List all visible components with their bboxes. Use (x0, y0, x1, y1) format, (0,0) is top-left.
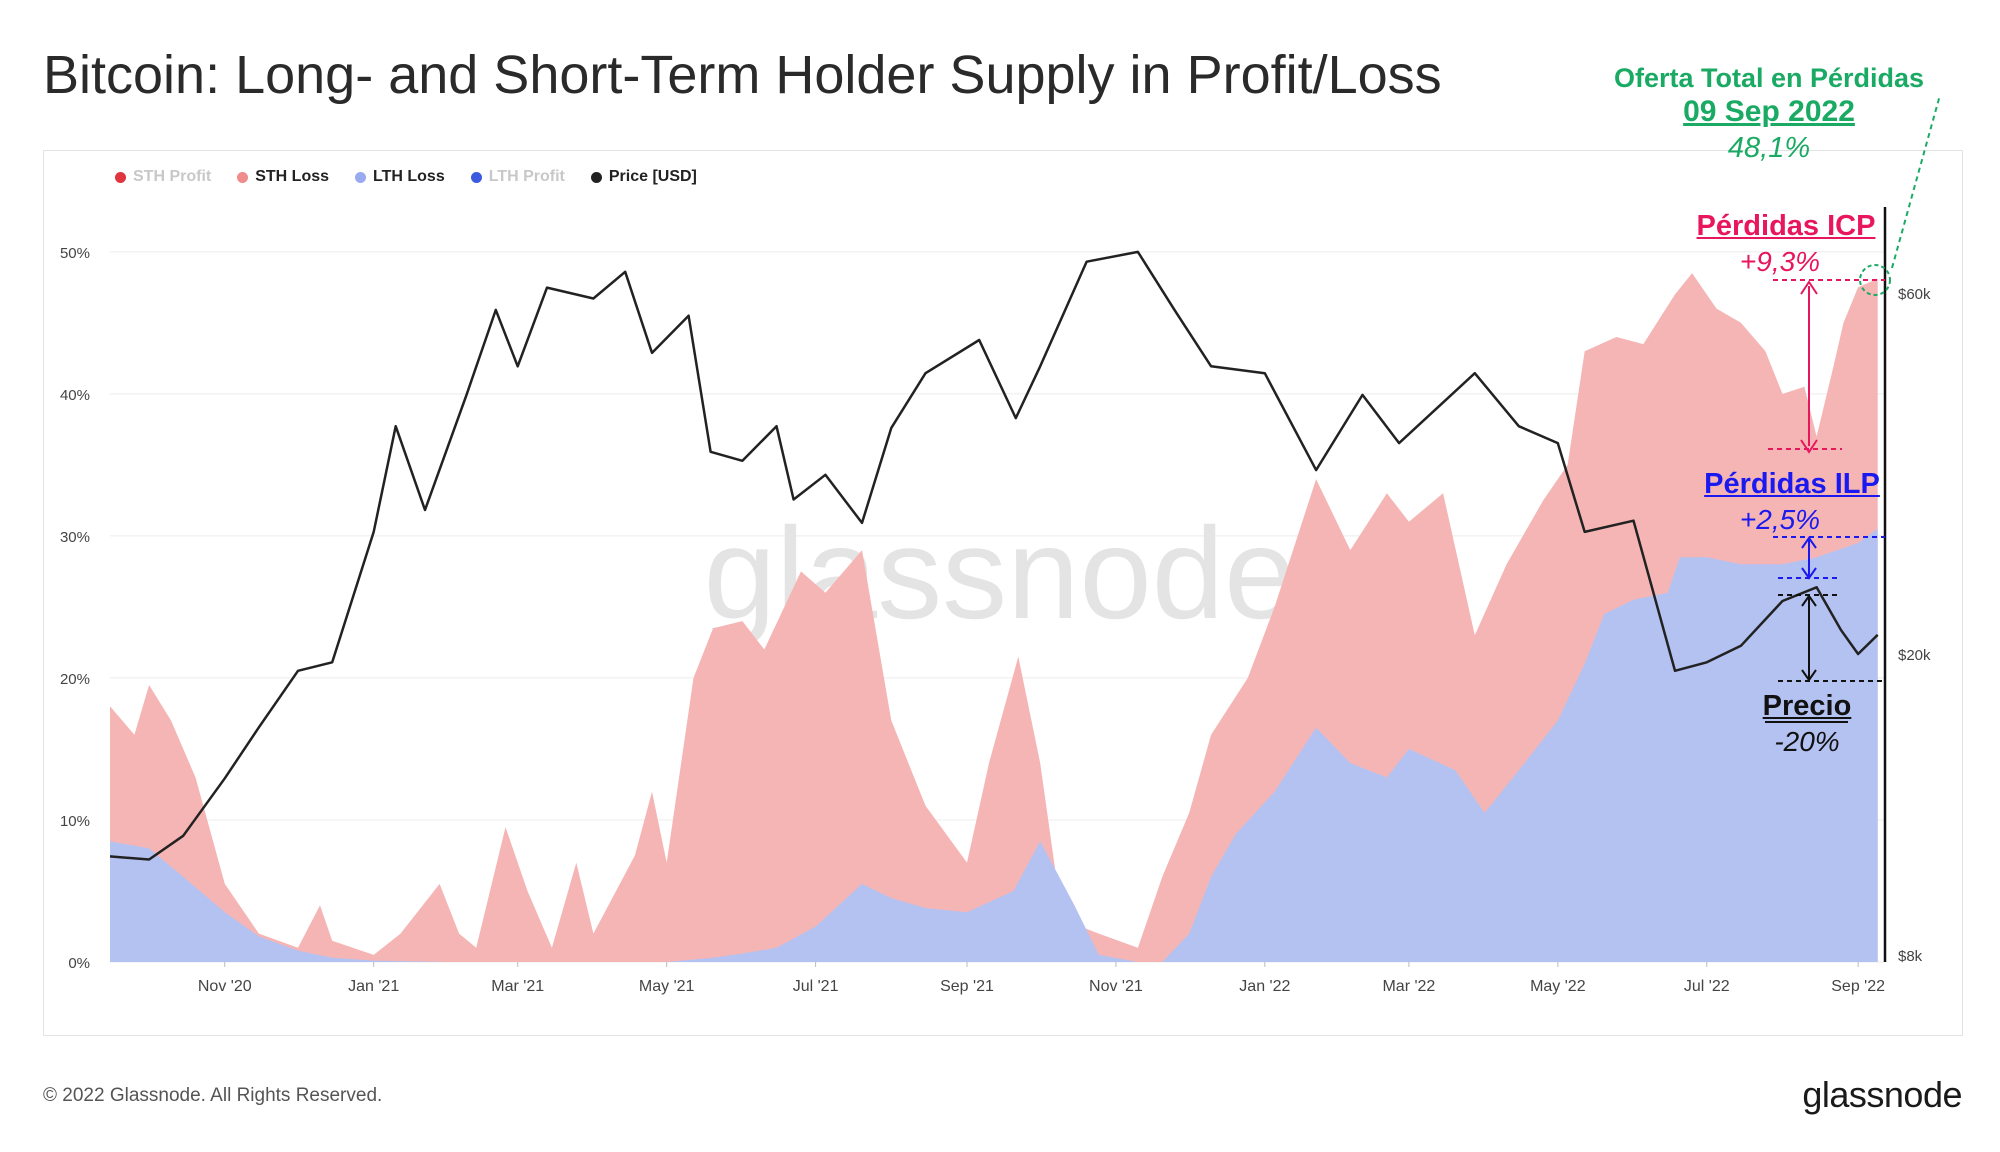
legend-item-lth-loss[interactable]: LTH Loss (355, 168, 445, 186)
y-tick-label: 50% (60, 245, 90, 262)
y-tick-label: 20% (60, 671, 90, 688)
price-change-value: -20% (1774, 726, 1840, 757)
icp-arrow-head-down (1800, 439, 1818, 454)
y-right-tick-label: $20k (1898, 647, 1931, 664)
x-tick-label: May '22 (1530, 978, 1586, 995)
legend-label: STH Profit (133, 168, 212, 185)
ilp-arrow-head-down (1801, 567, 1817, 580)
x-tick-label: Sep '22 (1831, 978, 1885, 995)
legend: STH Profit STH Loss LTH Loss LTH Profit Pric… (115, 168, 697, 186)
x-tick-label: Jul '21 (793, 978, 839, 995)
ilp-loss-title: Pérdidas ILP (1704, 468, 1880, 500)
x-tick-label: Jan '22 (1239, 978, 1290, 995)
x-tick-label: May '21 (639, 978, 695, 995)
x-tick-label: Nov '21 (1089, 978, 1143, 995)
total-loss-title: Oferta Total en Pérdidas (1613, 63, 1925, 93)
legend-item-sth-loss[interactable]: STH Loss (237, 168, 329, 186)
total-loss-value: 48,1% (1727, 132, 1811, 164)
chart-frame (43, 150, 1963, 1036)
x-tick-label: Mar '22 (1382, 978, 1435, 995)
legend-marker-icon (470, 171, 482, 183)
legend-item-sth-profit[interactable]: STH Profit (115, 168, 211, 186)
y-tick-label: 0% (68, 955, 90, 972)
x-tick-label: Nov '20 (198, 978, 252, 995)
legend-label: Price [USD] (608, 168, 697, 185)
glassnode-logo: glassnode (1802, 1074, 1962, 1115)
legend-marker-icon (237, 171, 249, 183)
total-loss-date: 09 Sep 2022 (1683, 95, 1855, 128)
y-tick-label: 40% (60, 387, 90, 404)
y-tick-label: 10% (60, 813, 90, 830)
y-right-tick-label: $8k (1898, 948, 1923, 965)
x-tick-label: Jul '22 (1684, 978, 1730, 995)
total-loss-pointer (1891, 94, 1941, 269)
icp-arrow-head-up (1800, 280, 1818, 295)
legend-item-price-usd[interactable]: Price [USD] (590, 168, 697, 186)
y-tick-label: 30% (60, 529, 90, 546)
x-tick-label: Sep '21 (940, 978, 994, 995)
legend-marker-icon (590, 171, 602, 183)
legend-label: STH Loss (255, 168, 330, 185)
legend-label: LTH Loss (373, 168, 445, 185)
legend-label: LTH Profit (488, 168, 565, 185)
price-line (109, 250, 1879, 861)
page-title: Bitcoin: Long- and Short-Term Holder Sup… (43, 45, 1442, 105)
price-change-title: Precio (1762, 690, 1852, 722)
x-tick-label: Jan '21 (348, 978, 399, 995)
icp-loss-title: Pérdidas ICP (1696, 210, 1876, 242)
total-loss-marker (1859, 264, 1891, 296)
price-arrow-head-up (1801, 594, 1817, 607)
legend-marker-icon (115, 171, 126, 183)
y-right-tick-label: $60k (1898, 286, 1931, 303)
ilp-loss-value: +2,5% (1739, 504, 1821, 535)
legend-marker-icon (355, 171, 367, 183)
ilp-arrow-head-up (1801, 536, 1817, 549)
icp-loss-value: +9,3% (1739, 246, 1821, 277)
legend-item-lth-profit[interactable]: LTH Profit (470, 168, 565, 186)
price-arrow-head-down (1801, 669, 1817, 682)
copyright: © 2022 Glassnode. All Rights Reserved. (43, 1085, 383, 1106)
x-tick-label: Mar '21 (491, 978, 544, 995)
lth-loss-area (110, 528, 1878, 962)
